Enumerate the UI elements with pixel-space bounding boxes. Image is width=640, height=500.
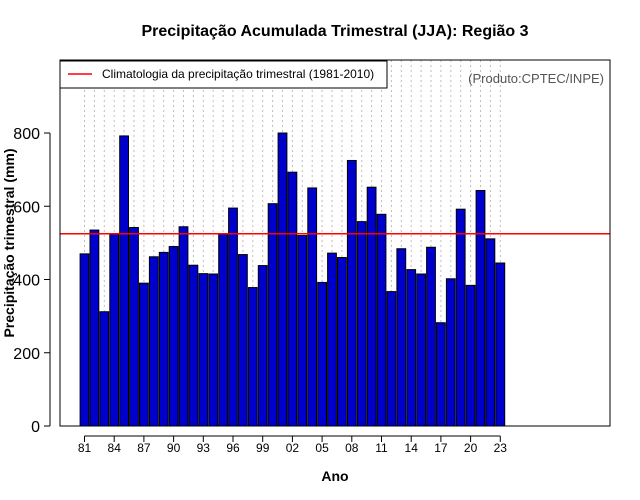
x-tick-label-93: 93 <box>197 441 211 455</box>
bar-00 <box>267 203 278 427</box>
bar-02 <box>287 171 298 427</box>
x-tick-label-20: 20 <box>464 441 478 455</box>
x-axis-label: Ano <box>321 468 348 484</box>
bar-90 <box>168 246 179 427</box>
bar-21 <box>475 190 486 427</box>
y-axis: 0 200 400 600 800 <box>13 126 51 436</box>
x-tick-label-90: 90 <box>167 441 181 455</box>
bar-86 <box>129 226 139 427</box>
bar-99 <box>257 265 268 427</box>
bar-07 <box>337 257 347 427</box>
bar-19 <box>455 208 466 427</box>
bar-98 <box>247 287 258 427</box>
y-tick-label-400: 400 <box>13 273 40 290</box>
bar-09 <box>356 221 367 427</box>
legend: Climatologia da precipitação trimestral … <box>59 60 388 89</box>
bar-22 <box>485 238 496 427</box>
x-tick-label-23: 23 <box>494 441 508 455</box>
source-note: (Produto:CPTEC/INPE) <box>468 71 604 86</box>
bar-16 <box>426 246 436 427</box>
y-tick-label-0: 0 <box>31 419 40 436</box>
y-tick-label-200: 200 <box>13 346 40 363</box>
bar-01 <box>277 132 288 427</box>
bar-85 <box>119 135 129 427</box>
bar-81 <box>79 253 90 427</box>
x-tick-label-17: 17 <box>434 441 448 455</box>
bar-94 <box>208 273 219 427</box>
bar-11 <box>376 213 387 427</box>
bar-23 <box>495 262 506 427</box>
bar-82 <box>89 229 100 427</box>
bar-89 <box>158 251 169 427</box>
x-tick-label-96: 96 <box>226 441 240 455</box>
bar-03 <box>297 235 308 427</box>
x-tick-label-08: 08 <box>345 441 359 455</box>
x-tick-label-81: 81 <box>78 441 92 455</box>
bar-20 <box>465 284 476 427</box>
x-tick-label-14: 14 <box>405 441 419 455</box>
bar-13 <box>396 248 407 427</box>
bar-83 <box>99 311 110 427</box>
y-axis-label: Precipitação trimestral (mm) <box>1 148 17 337</box>
bar-88 <box>148 256 159 427</box>
legend-entry-climatology: Climatologia da precipitação trimestral … <box>102 67 374 81</box>
bar-87 <box>139 282 149 427</box>
x-axis: 81 84 87 90 93 96 99 02 05 08 11 14 17 20 23 <box>78 435 508 455</box>
bar-14 <box>406 269 417 427</box>
x-tick-label-05: 05 <box>315 441 329 455</box>
bar-04 <box>307 187 318 427</box>
plot-frame <box>59 59 611 427</box>
x-tick-label-84: 84 <box>108 441 122 455</box>
bar-84 <box>109 233 120 427</box>
bar-18 <box>445 278 456 427</box>
bar-17 <box>436 322 446 427</box>
x-tick-label-99: 99 <box>256 441 270 455</box>
y-tick-label-600: 600 <box>13 199 40 216</box>
bar-96 <box>228 207 238 427</box>
y-tick-label-800: 800 <box>13 126 40 143</box>
bar-layer <box>79 132 506 427</box>
x-tick-label-11: 11 <box>375 441 388 455</box>
chart-title: Precipitação Acumulada Trimestral (JJA):… <box>141 23 528 40</box>
bar-97 <box>238 254 248 427</box>
bar-91 <box>178 226 189 427</box>
bar-05 <box>317 281 328 427</box>
bar-95 <box>218 233 228 427</box>
bar-93 <box>198 273 209 427</box>
x-tick-label-87: 87 <box>137 441 151 455</box>
bar-12 <box>386 291 397 427</box>
x-tick-label-02: 02 <box>286 441 300 455</box>
bar-08 <box>346 159 357 427</box>
bar-15 <box>416 273 427 427</box>
bar-06 <box>327 252 337 427</box>
bar-10 <box>366 186 377 427</box>
legend-box <box>59 60 388 89</box>
bar-92 <box>188 264 199 427</box>
